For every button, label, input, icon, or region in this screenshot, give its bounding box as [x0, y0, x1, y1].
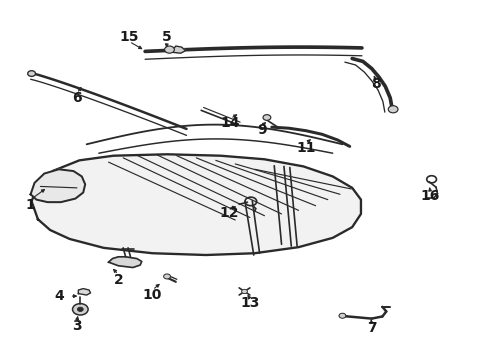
Polygon shape	[30, 169, 85, 202]
Circle shape	[263, 114, 271, 120]
Circle shape	[165, 46, 174, 53]
Text: 3: 3	[72, 319, 82, 333]
Text: 14: 14	[220, 116, 240, 130]
Text: 15: 15	[119, 30, 139, 44]
Text: 12: 12	[220, 206, 239, 220]
Polygon shape	[31, 154, 361, 255]
Text: 7: 7	[367, 321, 376, 335]
Text: 10: 10	[143, 288, 162, 302]
Circle shape	[388, 106, 398, 113]
Text: 4: 4	[54, 289, 64, 303]
Text: 5: 5	[162, 30, 172, 44]
Polygon shape	[109, 257, 142, 267]
Text: 2: 2	[114, 273, 123, 287]
Text: 16: 16	[420, 189, 440, 203]
Circle shape	[28, 71, 35, 76]
Polygon shape	[171, 46, 186, 53]
Circle shape	[77, 307, 83, 311]
Text: 1: 1	[26, 198, 35, 212]
Text: 11: 11	[296, 141, 316, 155]
Circle shape	[73, 303, 88, 315]
Polygon shape	[78, 289, 91, 295]
Circle shape	[164, 274, 171, 279]
Text: 8: 8	[371, 77, 380, 91]
Text: 6: 6	[72, 91, 82, 105]
Text: 9: 9	[257, 123, 267, 137]
Text: 13: 13	[240, 296, 260, 310]
Circle shape	[339, 313, 346, 318]
Circle shape	[242, 289, 247, 294]
